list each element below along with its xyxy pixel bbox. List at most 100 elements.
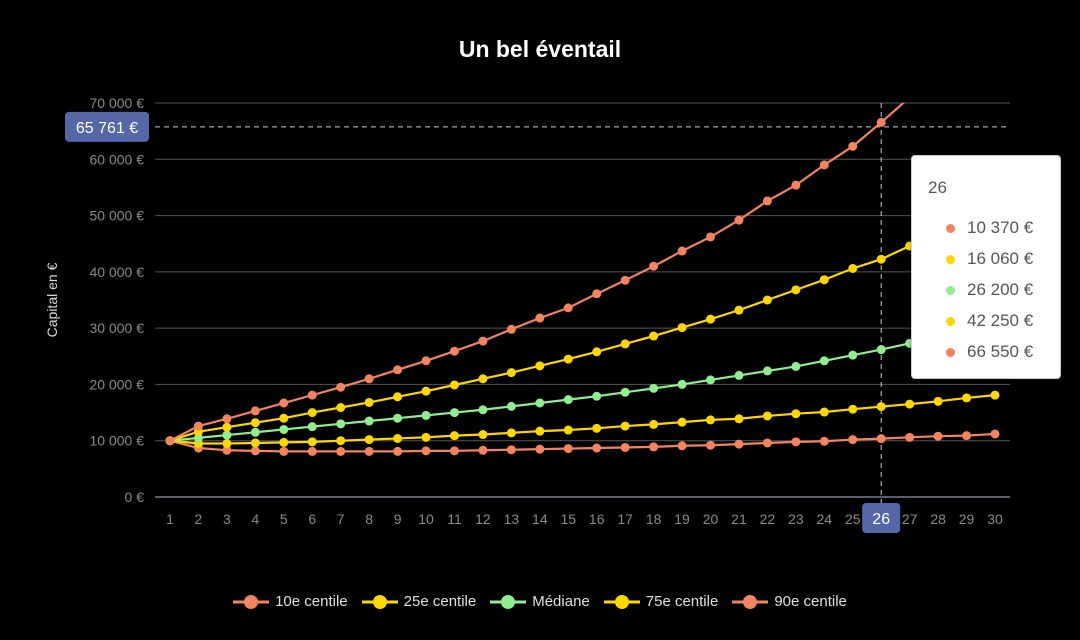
x-tick-label: 6	[308, 511, 316, 527]
x-tick-label: 19	[674, 511, 690, 527]
legend-item[interactable]: 90e centile	[732, 593, 847, 610]
legend-item[interactable]: Médiane	[490, 593, 590, 610]
y-tick-label: 0 €	[125, 489, 145, 505]
data-point	[393, 392, 403, 402]
y-tick-label: 50 000 €	[90, 208, 145, 224]
data-point	[905, 399, 915, 409]
data-point	[336, 446, 346, 456]
crosshair-y-label: 65 761 €	[76, 120, 138, 137]
data-point	[649, 331, 659, 341]
legend: 10e centile 25e centile Médiane 75e cent…	[0, 593, 1080, 610]
data-point	[592, 391, 602, 401]
legend-line-dot-icon	[603, 594, 640, 609]
data-point	[307, 446, 317, 456]
data-point	[592, 289, 602, 299]
data-point	[250, 418, 260, 428]
data-point	[506, 324, 516, 334]
data-point	[222, 430, 232, 440]
data-point	[307, 408, 317, 418]
data-point	[649, 383, 659, 393]
data-point	[592, 347, 602, 357]
data-point	[819, 436, 829, 446]
series-line	[169, 103, 905, 442]
data-point	[478, 430, 488, 440]
data-point	[819, 275, 829, 285]
data-point	[307, 390, 317, 400]
x-tick-label: 5	[280, 511, 288, 527]
x-tick-label: 10	[418, 511, 434, 527]
tooltip-title: 26	[928, 178, 947, 197]
data-point	[791, 285, 801, 295]
data-point	[222, 445, 232, 455]
data-point	[990, 390, 1000, 400]
data-point	[791, 409, 801, 419]
data-point	[762, 295, 772, 305]
data-point	[876, 345, 886, 355]
series-line	[169, 206, 996, 442]
data-point	[734, 305, 744, 315]
data-point	[876, 434, 886, 444]
data-point	[279, 424, 289, 434]
x-tick-label: 16	[589, 511, 605, 527]
data-point	[449, 380, 459, 390]
data-point	[193, 433, 203, 443]
data-point	[506, 401, 516, 411]
chart-title: Un bel éventail	[458, 36, 622, 62]
data-point	[848, 435, 858, 445]
data-point	[563, 425, 573, 435]
legend-item[interactable]: 25e centile	[361, 593, 476, 610]
data-point	[876, 117, 886, 127]
data-point	[791, 437, 801, 447]
series-dot-icon	[946, 347, 955, 357]
tooltip-value: 10 370 €	[967, 218, 1034, 237]
data-point	[421, 432, 431, 442]
x-tick-label: 28	[930, 511, 946, 527]
data-point	[876, 254, 886, 264]
data-point	[449, 431, 459, 441]
data-point	[364, 374, 374, 384]
data-point	[535, 426, 545, 436]
data-point	[905, 93, 914, 102]
data-point	[734, 215, 744, 225]
data-point	[279, 437, 289, 447]
x-tick-label: 23	[788, 511, 804, 527]
data-point	[762, 438, 772, 448]
series-group	[165, 42, 1000, 456]
tooltip-value: 26 200 €	[967, 280, 1034, 299]
data-point	[962, 42, 971, 51]
series-dot-icon	[946, 254, 955, 264]
data-point	[962, 431, 972, 441]
data-point	[563, 444, 573, 454]
data-point	[250, 446, 260, 456]
data-point	[876, 402, 886, 412]
data-point	[535, 313, 545, 323]
data-point	[706, 314, 716, 324]
series-line	[169, 394, 996, 445]
data-point	[250, 406, 260, 416]
data-point	[819, 407, 829, 417]
data-point	[649, 442, 659, 452]
legend-label: 75e centile	[645, 593, 719, 610]
data-point	[336, 382, 346, 392]
data-point	[393, 365, 403, 375]
data-point	[478, 405, 488, 415]
data-point	[222, 414, 232, 424]
x-tick-label: 20	[703, 511, 719, 527]
data-point	[478, 336, 488, 346]
data-point	[421, 446, 431, 456]
crosshair-x-label: 26	[872, 511, 890, 528]
series-line	[169, 432, 996, 453]
data-point	[393, 413, 403, 423]
data-point	[620, 275, 630, 285]
data-point	[791, 361, 801, 371]
tooltip-value: 42 250 €	[967, 311, 1034, 330]
legend-item[interactable]: 75e centile	[603, 593, 719, 610]
data-point	[706, 232, 716, 242]
x-tick-label: 22	[760, 511, 776, 527]
crosshair-x-badge	[862, 503, 901, 533]
data-point	[620, 421, 630, 431]
x-tick-label: 1	[166, 511, 174, 527]
legend-item[interactable]: 10e centile	[233, 593, 348, 610]
tooltip-value: 16 060 €	[967, 249, 1034, 268]
